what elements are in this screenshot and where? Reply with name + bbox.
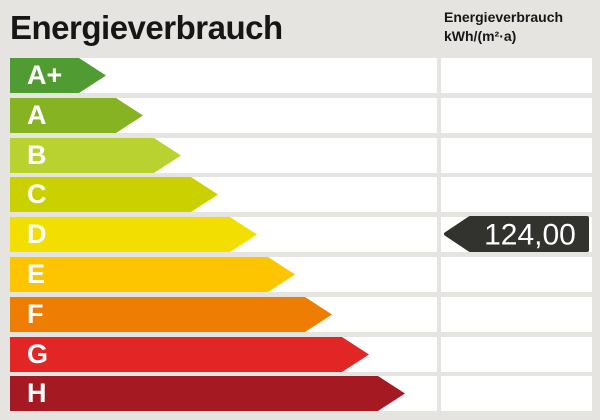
row-stripe-right	[441, 138, 592, 173]
grade-letter: F	[27, 298, 44, 329]
arrow-shape	[10, 58, 106, 93]
row-stripe-right	[441, 177, 592, 212]
grade-letter: H	[27, 377, 47, 408]
arrow-shape	[10, 217, 257, 252]
grade-arrow-e: E	[10, 257, 295, 292]
page-title: Energieverbrauch	[10, 9, 283, 46]
arrow-shape	[10, 177, 218, 212]
grade-arrow-h: H	[10, 376, 405, 411]
arrow-shape	[10, 337, 369, 372]
grade-arrow-c: C	[10, 177, 218, 212]
grade-arrow-f: F	[10, 297, 332, 332]
grade-letter: A+	[27, 59, 63, 90]
row-stripe-right	[441, 58, 592, 93]
grade-arrow-d: D	[10, 217, 257, 252]
grade-arrow-g: G	[10, 337, 369, 372]
row-stripe-right	[441, 376, 592, 411]
grade-letter: D	[27, 218, 47, 249]
grade-letter: C	[27, 178, 47, 209]
grade-letter: B	[27, 139, 47, 170]
grade-letter: G	[27, 338, 49, 369]
arrow-shape	[10, 98, 143, 133]
grade-letter: E	[27, 258, 46, 289]
row-stripe-right	[441, 257, 592, 292]
arrow-shape	[10, 376, 405, 411]
arrow-shape	[10, 297, 332, 332]
row-stripe-right	[441, 337, 592, 372]
grade-letter: A	[27, 99, 47, 130]
row-stripe-right	[441, 297, 592, 332]
value-tag-text: 124,00	[484, 219, 576, 252]
value-tag: 124,00	[444, 216, 589, 252]
grade-arrow-b: B	[10, 138, 181, 173]
grade-arrow-a+: A+	[10, 58, 106, 93]
unit-header: Energieverbrauch kWh/(m²·a)	[444, 8, 563, 46]
row-stripe-right	[441, 98, 592, 133]
arrow-shape	[10, 257, 295, 292]
arrow-shape	[10, 138, 181, 173]
grade-arrow-a: A	[10, 98, 143, 133]
value-tag-arrow-shape	[444, 216, 589, 252]
unit-header-line1: Energieverbrauch	[444, 9, 564, 25]
unit-header-line2: kWh/(m²·a)	[444, 28, 517, 44]
